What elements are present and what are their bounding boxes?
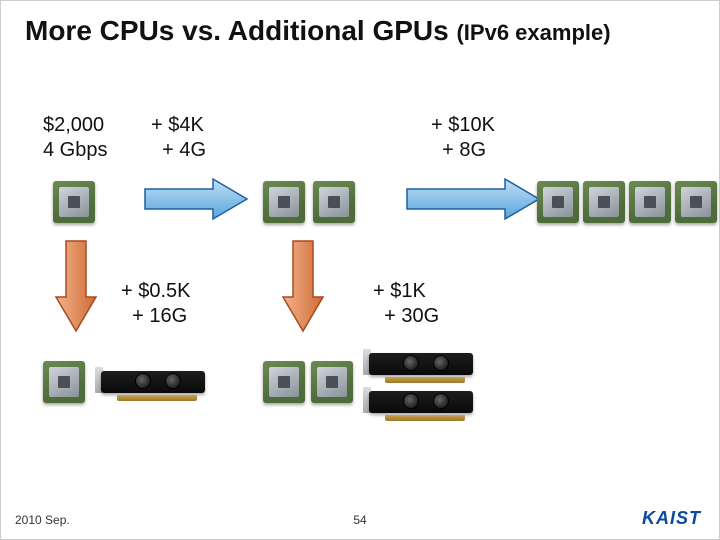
footer-date: 2010 Sep.: [15, 513, 70, 527]
row1-step2-cost: + $10K: [431, 114, 495, 136]
slide-title-subtitle: (IPv6 example): [456, 20, 610, 45]
slide-title: More CPUs vs. Additional GPUs (IPv6 exam…: [25, 15, 611, 47]
arrow-down-icon: [283, 237, 343, 337]
cpu-chip-icon: [311, 361, 353, 403]
baseline-label: $2,000 4 Gbps: [43, 113, 107, 163]
row1-step1-label: + $4K + 4G: [151, 113, 206, 163]
row1-step1-gain: + 4G: [162, 139, 206, 161]
gpu-card-icon: [363, 349, 473, 383]
cpu-chip-icon: [313, 181, 355, 223]
page-number: 54: [353, 513, 366, 527]
cpu-chip-icon: [263, 181, 305, 223]
row1-step2-label: + $10K + 8G: [431, 113, 495, 163]
row2-step2-gain: + 30G: [384, 305, 439, 327]
cpu-chip-icon: [263, 361, 305, 403]
slide-title-main: More CPUs vs. Additional GPUs: [25, 15, 456, 46]
cpu-chip-icon: [583, 181, 625, 223]
cpu-chip-icon: [537, 181, 579, 223]
gpu-card-icon: [95, 367, 205, 401]
cpu-chip-icon: [53, 181, 95, 223]
baseline-cost: $2,000: [43, 114, 104, 136]
baseline-throughput: 4 Gbps: [43, 139, 107, 161]
cpu-chip-icon: [43, 361, 85, 403]
row2-step2-cost: + $1K: [373, 280, 426, 302]
cpu-chip-icon: [629, 181, 671, 223]
row1-step2-gain: + 8G: [442, 139, 486, 161]
row2-step2-label: + $1K + 30G: [373, 279, 439, 329]
arrow-down-icon: [56, 237, 116, 337]
gpu-card-icon: [363, 387, 473, 421]
cpu-chip-icon: [675, 181, 717, 223]
row2-step1-cost: + $0.5K: [121, 280, 191, 302]
kaist-logo: KAIST: [642, 508, 701, 529]
row2-step1-gain: + 16G: [132, 305, 187, 327]
row2-step1-label: + $0.5K + 16G: [121, 279, 191, 329]
row1-step1-cost: + $4K: [151, 114, 204, 136]
